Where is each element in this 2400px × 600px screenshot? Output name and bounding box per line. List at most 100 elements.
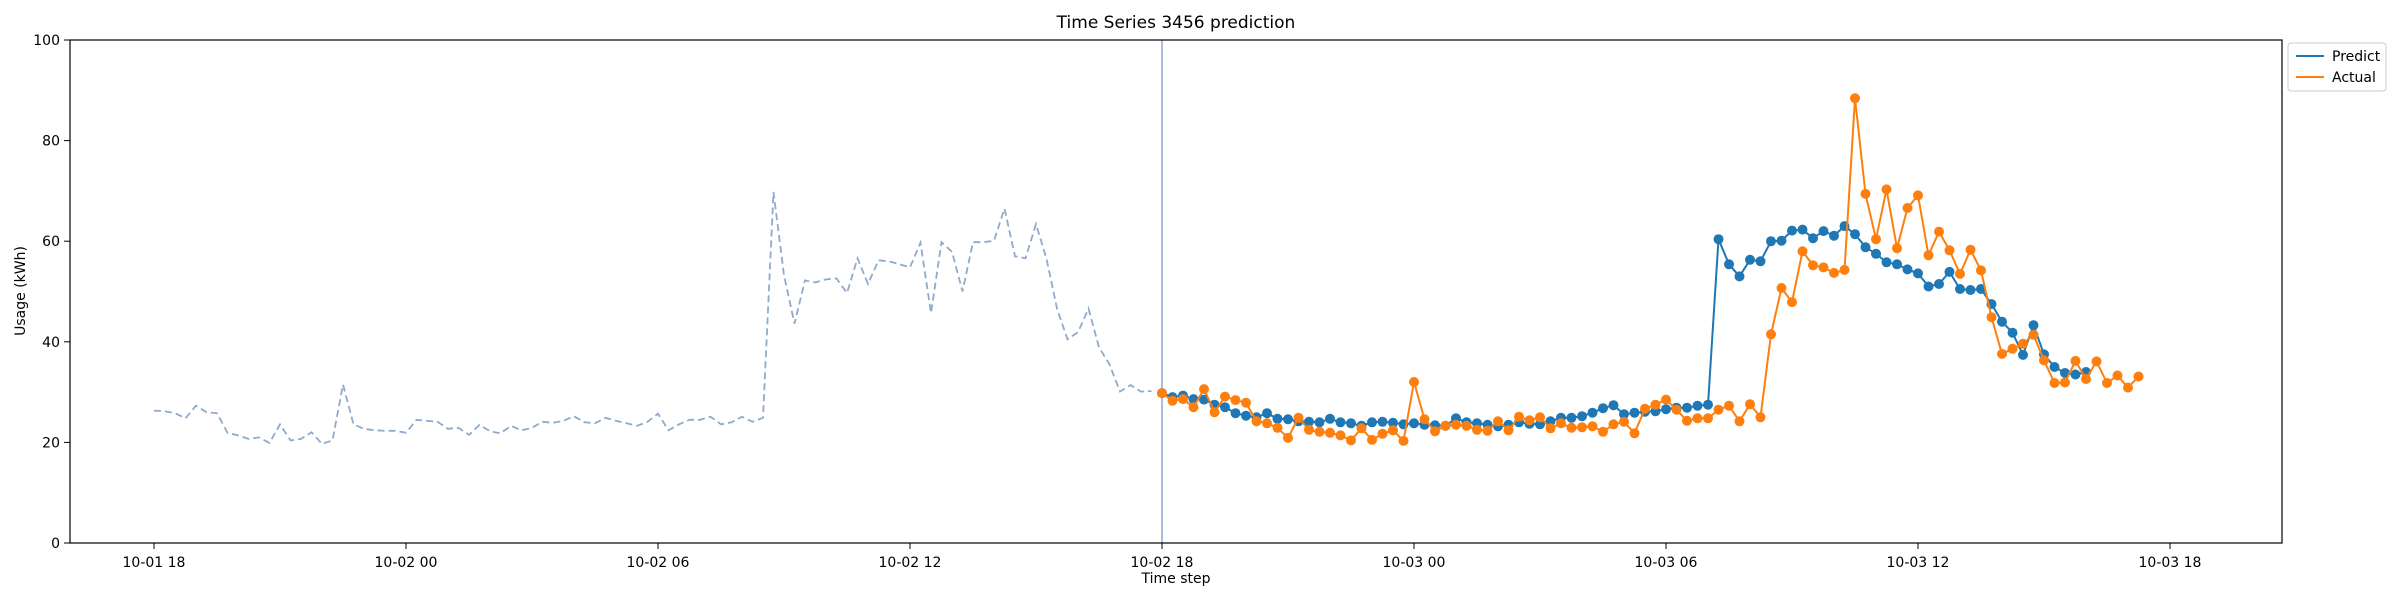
data-point-predict (1829, 230, 1839, 241)
data-point-predict (1314, 417, 1325, 428)
data-point-predict (1283, 414, 1293, 425)
data-point-actual (1860, 188, 1871, 199)
data-point-actual (1451, 419, 1461, 430)
data-point-actual (1598, 426, 1608, 437)
data-point-predict (1304, 416, 1314, 427)
data-point-actual (1587, 421, 1598, 432)
data-point-predict (1262, 408, 1272, 419)
data-point-actual (1566, 422, 1577, 433)
data-point-actual (1713, 404, 1724, 415)
data-point-predict (1808, 233, 1818, 244)
data-point-actual (1157, 388, 1167, 399)
data-point-actual (1188, 402, 1199, 413)
data-point-actual (1409, 377, 1419, 387)
data-point-actual (1913, 190, 1923, 201)
data-point-predict (1724, 259, 1734, 270)
data-point-actual (2133, 371, 2144, 382)
data-point-actual (1419, 414, 1430, 425)
data-point-predict (2028, 320, 2039, 331)
data-point-actual (1262, 418, 1272, 429)
data-point-actual (2081, 374, 2091, 384)
data-point-actual (1251, 416, 1262, 427)
data-point-actual (1178, 394, 1188, 405)
data-point-actual (1230, 395, 1241, 406)
data-point-actual (1325, 427, 1335, 438)
data-point-predict (1997, 316, 2007, 327)
data-point-actual (1629, 428, 1640, 439)
data-point-actual (1493, 416, 1503, 427)
data-point-predict (1923, 281, 1934, 292)
data-point-actual (2018, 338, 2028, 349)
data-point-predict (1566, 412, 1577, 423)
data-point-actual (2007, 343, 2018, 354)
data-point-predict (1230, 408, 1241, 419)
legend: Predict Actual (2287, 42, 2387, 92)
data-point-actual (1808, 260, 1818, 271)
data-point-predict (1734, 271, 1745, 282)
data-point-predict (1955, 284, 1965, 294)
data-point-actual (1346, 435, 1356, 446)
data-point-actual (1472, 424, 1482, 435)
data-point-predict (1220, 402, 1230, 413)
x-tick-label: 10-01 18 (123, 555, 186, 571)
data-point-actual (1955, 268, 1965, 279)
plot-frame (69, 39, 2283, 544)
data-point-actual (1461, 420, 1472, 431)
data-point-actual (1356, 423, 1367, 434)
chart-title: Time Series 3456 prediction (1056, 13, 1296, 33)
data-point-actual (2112, 370, 2123, 381)
data-point-actual (2070, 355, 2081, 366)
x-tick-label: 10-02 18 (1131, 555, 1194, 571)
data-point-predict (1346, 418, 1356, 429)
data-point-actual (1241, 397, 1251, 408)
data-point-predict (1377, 416, 1388, 427)
data-point-predict (2049, 362, 2060, 372)
data-point-predict (1335, 417, 1346, 428)
data-point-predict (1860, 242, 1871, 253)
data-point-predict (1545, 416, 1556, 427)
data-point-actual (2102, 378, 2112, 388)
data-point-actual (2091, 356, 2102, 367)
y-axis-label: Usage (kWh) (13, 246, 29, 336)
data-point-actual (1892, 243, 1902, 254)
data-point-actual (1944, 245, 1955, 256)
data-point-actual (1430, 426, 1440, 437)
data-point-actual (1703, 413, 1713, 424)
data-point-predict (1713, 234, 1724, 245)
data-point-actual (1902, 203, 1913, 213)
data-point-predict (1367, 417, 1377, 428)
data-point-actual (1199, 384, 1209, 395)
x-tick-label: 10-03 06 (1635, 555, 1698, 571)
data-point-actual (1514, 411, 1524, 422)
x-tick-label: 10-02 12 (879, 555, 942, 571)
x-tick-label: 10-03 12 (1887, 555, 1950, 571)
data-point-predict (1682, 402, 1692, 413)
data-point-actual (1608, 419, 1619, 430)
data-point-predict (1871, 248, 1881, 259)
history-line (153, 191, 1152, 445)
data-point-actual (1640, 403, 1650, 414)
data-point-actual (1766, 329, 1776, 340)
data-point-actual (1650, 399, 1661, 410)
data-point-actual (1881, 184, 1892, 195)
data-point-actual (2039, 355, 2049, 366)
data-point-actual (1682, 415, 1692, 426)
data-point-predict (1241, 410, 1251, 421)
series-line-predict (1161, 224, 2087, 428)
y-tick-label: 80 (42, 134, 60, 150)
data-point-actual (1556, 418, 1566, 429)
axes: 0 20 40 60 80 100 10-01 18 10-02 00 10-02 06 10-0… (33, 33, 2201, 571)
data-point-actual (1965, 244, 1976, 255)
data-point-predict (1272, 413, 1283, 424)
data-point-predict (1608, 400, 1619, 411)
data-point-actual (1850, 93, 1860, 104)
data-point-actual (1440, 420, 1451, 431)
data-point-predict (2007, 327, 2018, 338)
data-point-predict (1776, 235, 1787, 246)
data-point-predict (1577, 411, 1587, 422)
data-point-predict (1976, 284, 1986, 294)
data-point-predict (1944, 266, 1955, 277)
data-point-actual (1545, 423, 1556, 434)
legend-label-predict: Predict (2332, 49, 2381, 65)
y-tick-label: 60 (42, 234, 60, 250)
